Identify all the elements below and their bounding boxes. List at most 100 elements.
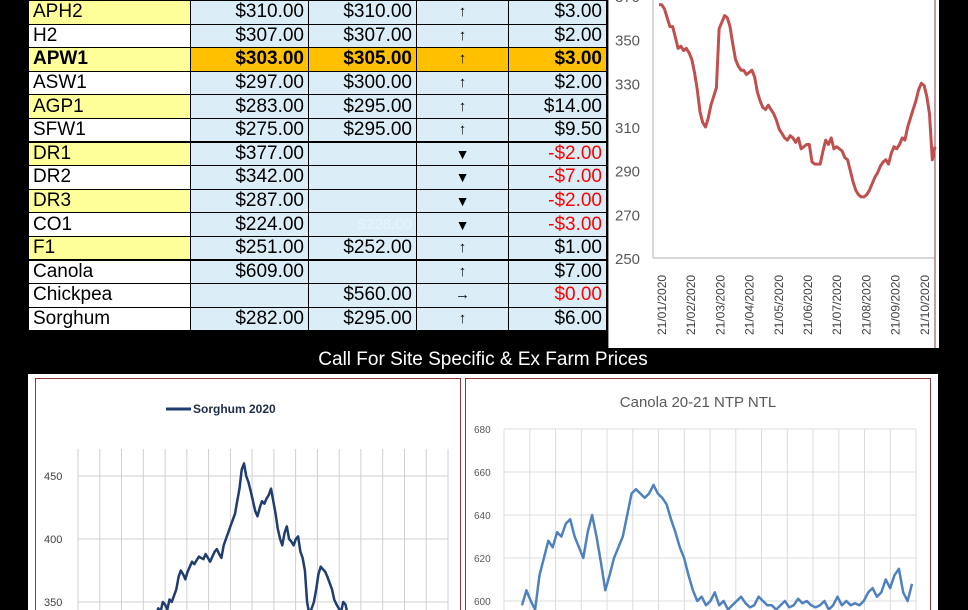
- direction-cell: ↑: [416, 259, 509, 285]
- canola-series-line: [520, 483, 914, 610]
- x-tick-label: 21/04/2020: [743, 275, 757, 335]
- price-cell: $307.00: [190, 23, 309, 49]
- change-cell: $2.00: [508, 70, 607, 96]
- y-tick-label: 640: [474, 511, 491, 522]
- sorghum-chart-svg: 350 400 450 Sorghum 2020: [44, 402, 449, 610]
- direction-cell: ↑: [416, 235, 509, 261]
- price-cell-2: $228.00: [308, 212, 417, 237]
- direction-cell: ▼: [416, 165, 509, 190]
- x-tick-label: 21/08/2020: [859, 275, 873, 335]
- direction-cell: ↑: [416, 23, 509, 49]
- grade-name-cell: APH2: [28, 0, 191, 25]
- table-row: CO1 $224.00 $228.00 ▼ -$3.00: [28, 212, 607, 237]
- grade-name-cell: F1: [28, 235, 191, 261]
- table-row: F1 $251.00 $252.00 ↑ $1.00: [28, 235, 607, 261]
- table-row: DR1 $377.00 ▼ -$2.00: [28, 141, 607, 167]
- change-cell: $0.00: [508, 283, 607, 308]
- grade-name-cell: DR2: [28, 165, 191, 190]
- change-cell: $3.00: [508, 0, 607, 25]
- price-cell: $303.00: [190, 47, 309, 72]
- price-cell-2: $295.00: [308, 306, 417, 332]
- table-row: Canola $609.00 ↑ $7.00: [28, 259, 607, 285]
- x-tick-label: 21/03/2020: [713, 275, 727, 335]
- grade-name-cell: DR1: [28, 141, 191, 167]
- table-row: DR2 $342.00 ▼ -$7.00: [28, 165, 607, 190]
- price-cell: $342.00: [190, 165, 309, 190]
- y-tick-label: 680: [474, 425, 491, 436]
- sorghum-chart: 350 400 450 Sorghum 2020: [35, 378, 461, 610]
- direction-cell: ↑: [416, 70, 509, 96]
- sorghum-series-line: [156, 462, 348, 610]
- lower-charts-panel: 350 400 450 Sorghum 2020 Canola 20-21 NTP N…: [28, 374, 938, 610]
- table-row: AGP1 $283.00 $295.00 ↑ $14.00: [28, 94, 607, 119]
- grade-name-cell: H2: [28, 23, 191, 49]
- y-tick-label: 620: [474, 554, 491, 565]
- grade-name-cell: Canola: [28, 259, 191, 285]
- y-tick-label: 600: [474, 597, 491, 608]
- wheat-price-chart-svg: 250 270 290 310 330 350 370 21/01/2020 21/02/202…: [615, 0, 937, 348]
- wheat-price-chart: 250 270 290 310 330 350 370 21/01/2020 21/02/202…: [608, 0, 939, 348]
- price-cell-2: $252.00: [308, 235, 417, 261]
- price-cell: $297.00: [190, 70, 309, 96]
- direction-cell: ↑: [416, 0, 509, 25]
- table-row: APW1 $303.00 $305.00 ↑ $3.00: [28, 47, 607, 72]
- change-cell: $3.00: [508, 47, 607, 72]
- price-cell-2: $300.00: [308, 70, 417, 96]
- price-cell-2: [308, 165, 417, 190]
- price-cell-2: $310.00: [308, 0, 417, 25]
- change-cell: $2.00: [508, 23, 607, 49]
- price-cell-2: $560.00: [308, 283, 417, 308]
- direction-cell: ▼: [416, 212, 509, 237]
- table-row: Sorghum $282.00 $295.00 ↑ $6.00: [28, 306, 607, 332]
- price-cell-2: $295.00: [308, 117, 417, 143]
- grade-name-cell: ASW1: [28, 70, 191, 96]
- change-cell: $9.50: [508, 117, 607, 143]
- change-cell: -$2.00: [508, 141, 607, 167]
- price-cell: $310.00: [190, 0, 309, 25]
- x-tick-label: 21/07/2020: [830, 275, 844, 335]
- table-row: ASW1 $297.00 $300.00 ↑ $2.00: [28, 70, 607, 96]
- y-tick-label: 290: [615, 164, 640, 181]
- price-cell: $287.00: [190, 188, 309, 214]
- table-row: H2 $307.00 $307.00 ↑ $2.00: [28, 23, 607, 49]
- x-tick-label: 21/02/2020: [684, 275, 698, 335]
- y-tick-label: 660: [474, 468, 491, 479]
- grade-name-cell: APW1: [28, 47, 191, 72]
- price-cell-2: $307.00: [308, 23, 417, 49]
- y-tick-label: 250: [615, 251, 640, 268]
- canola-chart: Canola 20-21 NTP NTL 600 620 640 660 680: [465, 378, 931, 610]
- table-row: Chickpea $560.00 → $0.00: [28, 283, 607, 308]
- grade-name-cell: SFW1: [28, 117, 191, 143]
- chart-title: Canola 20-21 NTP NTL: [620, 394, 776, 411]
- y-tick-label: 350: [44, 597, 62, 609]
- grade-name-cell: AGP1: [28, 94, 191, 119]
- price-cell: $251.00: [190, 235, 309, 261]
- grain-price-table: APH2 $310.00 $310.00 ↑ $3.00 H2 $307.00 $307.00…: [28, 0, 607, 332]
- direction-cell: ↑: [416, 306, 509, 332]
- change-cell: -$7.00: [508, 165, 607, 190]
- direction-cell: ▼: [416, 188, 509, 214]
- price-cell-2: $295.00: [308, 94, 417, 119]
- faded-price-text: $228.00: [357, 216, 412, 234]
- grade-name-cell: CO1: [28, 212, 191, 237]
- x-tick-label: 21/06/2020: [801, 275, 815, 335]
- change-cell: $14.00: [508, 94, 607, 119]
- table-row: APH2 $310.00 $310.00 ↑ $3.00: [28, 0, 607, 25]
- wheat-price-series-line: [659, 3, 937, 199]
- direction-cell: ↑: [416, 117, 509, 143]
- price-cell-2: $305.00: [308, 47, 417, 72]
- price-cell: [190, 283, 309, 308]
- price-cell: $282.00: [190, 306, 309, 332]
- direction-cell: ▼: [416, 141, 509, 167]
- change-cell: -$2.00: [508, 188, 607, 214]
- x-tick-label: 21/09/2020: [889, 275, 903, 335]
- y-tick-label: 450: [44, 471, 62, 483]
- change-cell: $6.00: [508, 306, 607, 332]
- x-tick-label: 21/05/2020: [772, 275, 786, 335]
- price-cell: $609.00: [190, 259, 309, 285]
- canola-chart-svg: Canola 20-21 NTP NTL 600 620 640 660 680: [474, 394, 917, 610]
- price-cell: $283.00: [190, 94, 309, 119]
- direction-cell: ↑: [416, 47, 509, 72]
- y-tick-label: 400: [44, 534, 62, 546]
- y-tick-label: 330: [615, 76, 640, 93]
